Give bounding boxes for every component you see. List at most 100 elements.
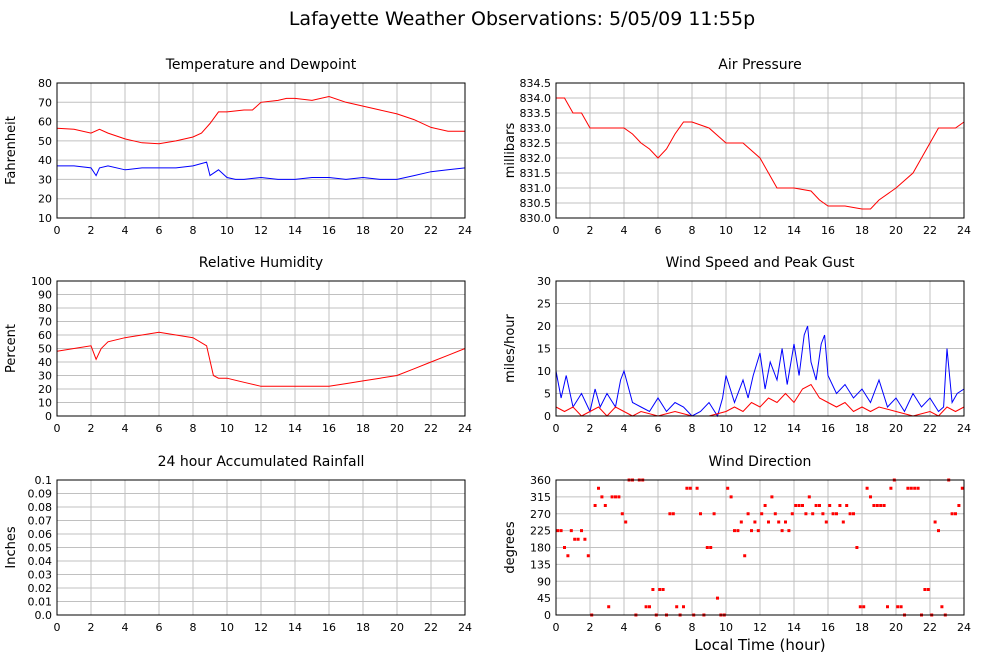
chart-4-ytick-label: 20: [537, 320, 551, 333]
chart-6-title: Wind Direction: [709, 454, 812, 470]
chart-6-point: [644, 605, 648, 609]
chart-4-xtick-label: 20: [889, 422, 903, 435]
chart-6-point: [875, 504, 879, 507]
chart-6-point: [580, 529, 583, 533]
chart-6-point: [899, 605, 903, 609]
chart-4-xtick-label: 14: [787, 422, 801, 435]
chart-5-ytick-label: 0.07: [28, 515, 53, 528]
chart-6-point: [787, 529, 791, 533]
chart-1-ytick-label: 20: [38, 193, 52, 206]
chart-6-point: [688, 486, 692, 490]
chart-6-ytick-label: 315: [530, 491, 551, 504]
chart-6-point: [777, 520, 781, 524]
chart-1-xtick-label: 22: [424, 224, 438, 237]
chart-3-ytick-label: 40: [38, 356, 52, 369]
chart-2-xtick-label: 14: [787, 224, 801, 237]
chart-6-point: [563, 546, 566, 549]
chart-3-xtick-label: 2: [88, 422, 95, 435]
chart-1-xtick-label: 12: [254, 224, 268, 237]
chart-6-xtick-label: 18: [855, 621, 869, 634]
chart-6-point: [784, 520, 787, 524]
chart-2-ytick-label: 831.0: [520, 182, 552, 195]
chart-6-xtick-label: 16: [821, 621, 835, 634]
chart-4-xtick-label: 10: [719, 422, 733, 435]
chart-1-ytick-label: 80: [38, 77, 52, 90]
chart-2-xtick-label: 16: [821, 224, 835, 237]
chart-5-xtick-label: 4: [122, 621, 129, 634]
page-title: Lafayette Weather Observations: 5/05/09 …: [289, 8, 755, 30]
chart-6-point: [886, 605, 889, 609]
chart-6-point: [736, 529, 740, 533]
chart-6-point: [872, 504, 876, 507]
chart-6-ytick-label: 0: [544, 609, 551, 622]
chart-1-series-line-1: [56, 95, 465, 145]
chart-6-point: [600, 495, 604, 499]
chart-2-xtick-label: 6: [655, 224, 662, 237]
chart-6-point: [705, 546, 709, 549]
chart-3-xtick-label: 6: [156, 422, 163, 435]
chart-2-title: Air Pressure: [718, 57, 801, 73]
chart-3-series-line-1: [56, 331, 466, 387]
chart-2-ylabel: millibars: [503, 123, 518, 179]
chart-2-xtick-label: 2: [587, 224, 594, 237]
chart-5-xtick-label: 2: [88, 621, 95, 634]
chart-4-frame: [555, 280, 965, 417]
chart-6-point: [807, 495, 811, 499]
chart-6-point: [831, 512, 835, 516]
chart-6-point: [855, 546, 859, 549]
chart-6-ytick-label: 360: [530, 474, 551, 487]
chart-2-ytick-label: 832.5: [520, 137, 552, 150]
chart-5-xtick-label: 0: [54, 621, 61, 634]
chart-6-point: [603, 504, 607, 507]
chart-2-xtick-label: 18: [855, 224, 869, 237]
chart-6-point: [675, 605, 679, 609]
chart-3-ytick-label: 80: [38, 302, 52, 315]
chart-5-ytick-label: 0.02: [28, 582, 53, 595]
chart-6-point: [559, 529, 563, 533]
chart-2-xtick-label: 12: [753, 224, 767, 237]
chart-5-ytick-label: 0.0: [35, 609, 53, 622]
chart-1-ytick-label: 60: [38, 116, 52, 129]
chart-6-point: [845, 504, 849, 507]
chart-5-ytick-label: 0.05: [28, 542, 53, 555]
chart-3-xtick-label: 22: [424, 422, 438, 435]
chart-5-ylabel: Inches: [4, 526, 19, 568]
chart-3-ytick-label: 90: [38, 289, 52, 302]
chart-6-point: [569, 529, 573, 533]
chart-6-point: [729, 495, 733, 499]
chart-2-ytick-label: 831.5: [520, 167, 552, 180]
chart-3-xtick-label: 4: [122, 422, 129, 435]
chart-6-point: [797, 504, 801, 507]
chart-4-ylabel: miles/hour: [503, 313, 518, 382]
chart-1-xtick-label: 20: [390, 224, 404, 237]
chart-2-xtick-label: 8: [689, 224, 696, 237]
chart-5-ytick-label: 0.06: [28, 528, 53, 541]
chart-1-xtick-label: 18: [356, 224, 370, 237]
chart-6-xtick-label: 4: [621, 621, 628, 634]
chart-6-point: [790, 512, 794, 516]
chart-6-point: [865, 486, 869, 490]
chart-6-point: [661, 588, 665, 591]
chart-3-ytick-label: 0: [45, 410, 52, 423]
chart-5-xtick-label: 6: [156, 621, 163, 634]
chart-6-point: [824, 520, 828, 524]
chart-6-point: [617, 495, 621, 499]
chart-5-ytick-label: 0.1: [35, 474, 53, 487]
chart-4-ytick-label: 0: [544, 410, 551, 423]
chart-6-point: [916, 486, 920, 490]
chart-6-point: [658, 588, 662, 591]
chart-5-xtick-label: 24: [458, 621, 472, 634]
chart-4-xtick-label: 8: [689, 422, 696, 435]
chart-3-ytick-label: 60: [38, 329, 52, 342]
chart-1-ytick-label: 70: [38, 96, 52, 109]
chart-5-xtick-label: 20: [390, 621, 404, 634]
chart-6-point: [566, 554, 570, 558]
chart-6-point: [743, 554, 747, 558]
chart-6-point: [818, 504, 821, 507]
chart-6-point: [896, 605, 900, 609]
chart-3-xtick-label: 8: [190, 422, 197, 435]
chart-4-xtick-label: 0: [553, 422, 560, 435]
chart-4-xtick-label: 2: [587, 422, 594, 435]
chart-6-point: [926, 588, 930, 591]
chart-6-point: [957, 504, 961, 507]
